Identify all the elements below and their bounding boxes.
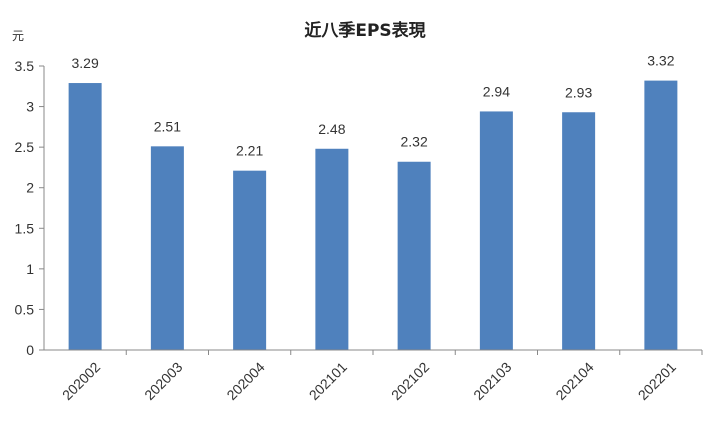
y-tick-label: 2.5	[15, 139, 35, 155]
y-tick-label: 1	[26, 261, 34, 277]
x-tick-label-202103: 202103	[470, 359, 514, 403]
x-tick-label-202201: 202201	[635, 359, 679, 403]
data-label-202101: 2.48	[318, 121, 345, 137]
axes	[43, 66, 702, 351]
data-label-202003: 2.51	[154, 118, 181, 134]
x-tick-label-202102: 202102	[388, 359, 432, 403]
x-axis-ticks: 202002 202003 202004 202101 202102 202103 2021…	[59, 350, 703, 403]
data-label-202104: 2.93	[565, 84, 592, 100]
data-label-202102: 2.32	[401, 134, 428, 150]
data-label-202002: 3.29	[72, 55, 99, 71]
y-tick-label: 2	[26, 180, 34, 196]
x-tick-label-202101: 202101	[306, 359, 350, 403]
bar-202104	[562, 112, 596, 350]
y-tick-label: 0.5	[15, 301, 35, 317]
bars	[68, 80, 678, 350]
data-label-202103: 2.94	[483, 83, 510, 99]
bar-202002	[68, 83, 102, 350]
x-tick-label-202104: 202104	[552, 359, 596, 403]
y-tick-label: 1.5	[15, 220, 35, 236]
x-tick-label-202002: 202002	[59, 359, 103, 403]
data-labels: 3.29 2.51 2.21 2.48 2.32 2.94 2.93 3.32	[72, 53, 675, 159]
bar-202201	[644, 80, 678, 350]
y-tick-label: 3	[26, 99, 34, 115]
y-tick-label: 0	[26, 342, 34, 358]
data-label-202004: 2.21	[236, 143, 263, 159]
chart-title: 近八季EPS表現	[304, 20, 425, 41]
bar-202103	[479, 111, 513, 350]
x-tick-label-202003: 202003	[141, 359, 185, 403]
y-axis-ticks: 0 0.5 1 1.5 2 2.5 3 3.5	[15, 58, 44, 358]
y-axis-unit-label: 元	[12, 29, 24, 43]
bar-202004	[233, 170, 267, 350]
y-tick-label: 3.5	[15, 58, 35, 74]
data-label-202201: 3.32	[647, 53, 674, 69]
bar-202101	[315, 148, 349, 350]
bar-202003	[150, 146, 184, 350]
bar-202102	[397, 161, 431, 350]
x-tick-label-202004: 202004	[223, 359, 267, 403]
